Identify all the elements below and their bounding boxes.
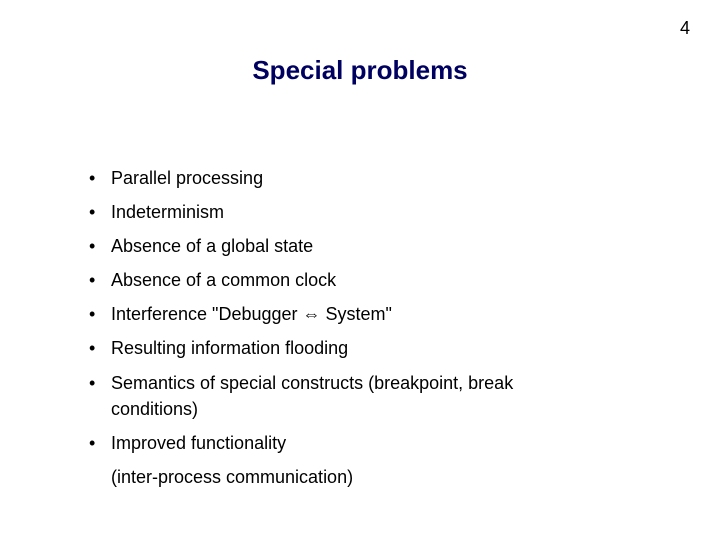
bullet-icon: • bbox=[85, 267, 111, 293]
bullet-text: Absence of a common clock bbox=[111, 267, 605, 293]
list-item: • Absence of a global state bbox=[85, 233, 605, 259]
bullet-text: Absence of a global state bbox=[111, 233, 605, 259]
bullet-list: • Parallel processing • Indeterminism • … bbox=[85, 165, 605, 498]
bullet-icon: • bbox=[85, 370, 111, 396]
list-item: • Indeterminism bbox=[85, 199, 605, 225]
bullet-text: Parallel processing bbox=[111, 165, 605, 191]
list-item: • Absence of a common clock bbox=[85, 267, 605, 293]
list-item: • Parallel processing bbox=[85, 165, 605, 191]
bullet-icon: • bbox=[85, 165, 111, 191]
bullet-icon: • bbox=[85, 301, 111, 327]
list-item: • Interference "Debugger ⇔ System" bbox=[85, 301, 605, 327]
bullet-icon: • bbox=[85, 335, 111, 361]
slide-title: Special problems bbox=[0, 55, 720, 86]
list-item: • Semantics of special constructs (break… bbox=[85, 370, 605, 422]
list-item: • Resulting information flooding bbox=[85, 335, 605, 361]
bullet-icon: • bbox=[85, 430, 111, 456]
bullet-text: Interference "Debugger ⇔ System" bbox=[111, 301, 605, 327]
bullet-icon: • bbox=[85, 199, 111, 225]
bullet-text: Semantics of special constructs (breakpo… bbox=[111, 370, 605, 422]
bullet-text: Indeterminism bbox=[111, 199, 605, 225]
continuation-text: (inter-process communication) bbox=[111, 464, 605, 490]
bullet-text: Resulting information flooding bbox=[111, 335, 605, 361]
list-item: • Improved functionality bbox=[85, 430, 605, 456]
page-number: 4 bbox=[680, 18, 690, 39]
bullet-icon: • bbox=[85, 233, 111, 259]
bullet-text: Improved functionality bbox=[111, 430, 605, 456]
